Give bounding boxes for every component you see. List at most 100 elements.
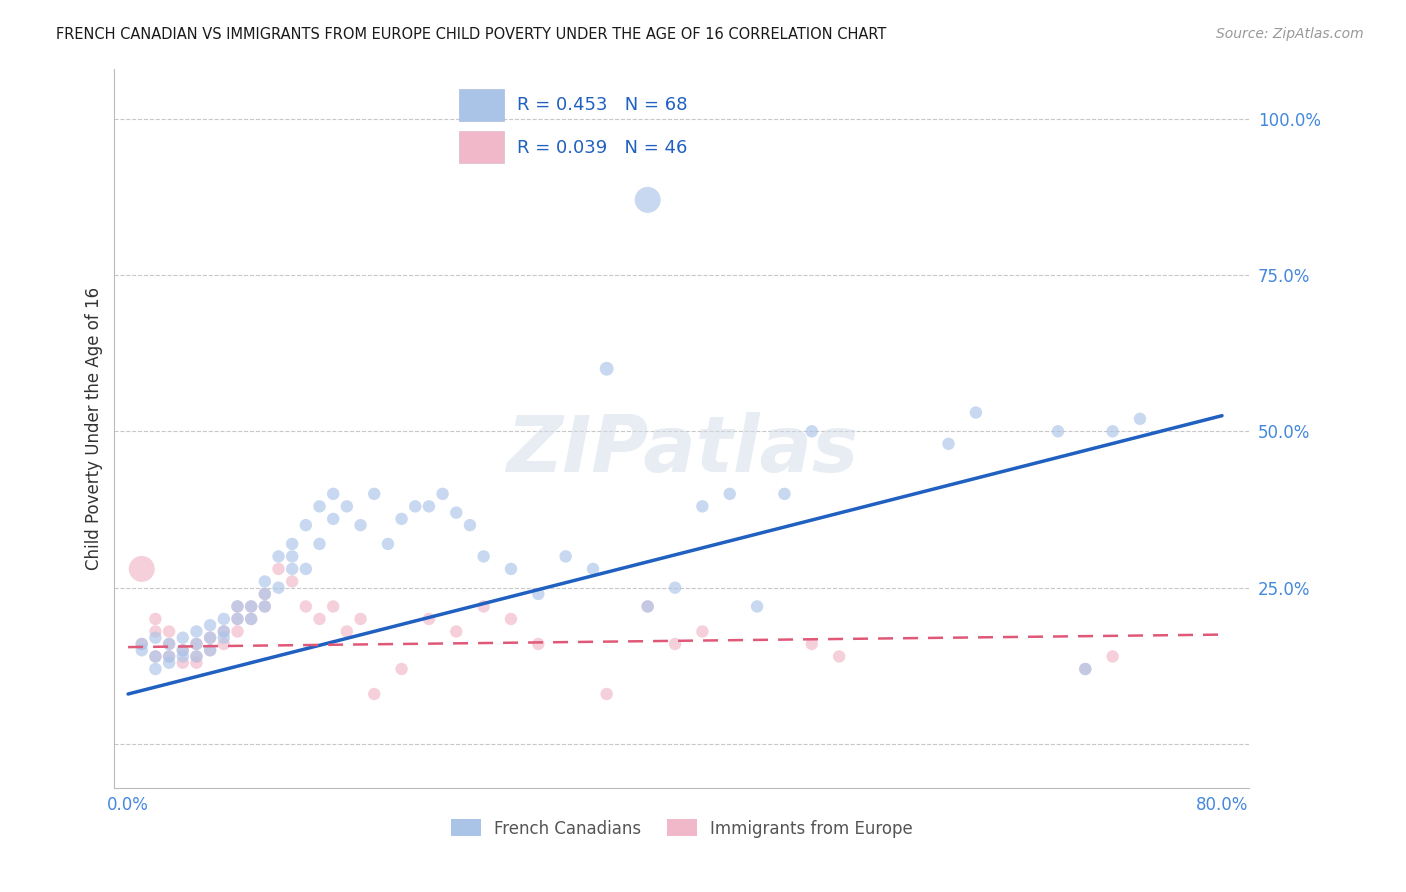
Point xyxy=(363,487,385,501)
Point xyxy=(418,500,440,514)
Point xyxy=(472,549,495,564)
Point xyxy=(363,687,385,701)
Legend: French Canadians, Immigrants from Europe: French Canadians, Immigrants from Europe xyxy=(444,813,920,844)
Point xyxy=(172,631,194,645)
Point xyxy=(336,500,359,514)
Point xyxy=(692,500,714,514)
Point xyxy=(391,662,413,676)
Point xyxy=(198,631,221,645)
Point xyxy=(938,437,960,451)
Point xyxy=(198,643,221,657)
Point xyxy=(267,562,290,576)
Point xyxy=(527,637,550,651)
Point xyxy=(554,549,576,564)
Point xyxy=(145,649,167,664)
Point xyxy=(295,562,318,576)
Point xyxy=(664,637,686,651)
Point xyxy=(198,643,221,657)
Point xyxy=(186,656,208,670)
Point xyxy=(322,487,344,501)
Point xyxy=(595,687,617,701)
Point xyxy=(308,612,330,626)
Point xyxy=(226,612,249,626)
Point xyxy=(322,512,344,526)
Point xyxy=(212,631,235,645)
Point xyxy=(965,405,987,419)
Point xyxy=(186,624,208,639)
Y-axis label: Child Poverty Under the Age of 16: Child Poverty Under the Age of 16 xyxy=(86,286,103,570)
Point xyxy=(253,587,276,601)
Point xyxy=(240,612,263,626)
Point xyxy=(157,656,180,670)
Point xyxy=(172,649,194,664)
Point xyxy=(446,506,468,520)
Point xyxy=(1046,425,1069,439)
Point xyxy=(145,612,167,626)
Point xyxy=(145,624,167,639)
Point xyxy=(267,549,290,564)
Point xyxy=(240,599,263,614)
Point xyxy=(131,637,153,651)
Point xyxy=(157,649,180,664)
Point xyxy=(145,662,167,676)
Point xyxy=(308,537,330,551)
Point xyxy=(637,599,659,614)
Point xyxy=(253,599,276,614)
Point xyxy=(186,637,208,651)
Point xyxy=(145,649,167,664)
Point xyxy=(1074,662,1097,676)
Point xyxy=(226,612,249,626)
Point xyxy=(281,562,304,576)
Point xyxy=(1101,649,1123,664)
Point xyxy=(349,612,371,626)
Point xyxy=(198,631,221,645)
Point xyxy=(446,624,468,639)
Point xyxy=(186,649,208,664)
Point xyxy=(349,518,371,533)
Point xyxy=(226,599,249,614)
Point xyxy=(131,643,153,657)
Point xyxy=(131,562,153,576)
Point xyxy=(499,562,522,576)
Point xyxy=(308,500,330,514)
Text: Source: ZipAtlas.com: Source: ZipAtlas.com xyxy=(1216,27,1364,41)
Point xyxy=(145,631,167,645)
Point xyxy=(212,624,235,639)
Point xyxy=(186,649,208,664)
Point xyxy=(745,599,768,614)
Point xyxy=(281,549,304,564)
Point xyxy=(157,637,180,651)
Point xyxy=(773,487,796,501)
Point xyxy=(582,562,605,576)
Point xyxy=(157,637,180,651)
Point xyxy=(1074,662,1097,676)
Point xyxy=(295,599,318,614)
Point xyxy=(172,656,194,670)
Point xyxy=(240,599,263,614)
Point xyxy=(1129,412,1152,426)
Text: FRENCH CANADIAN VS IMMIGRANTS FROM EUROPE CHILD POVERTY UNDER THE AGE OF 16 CORR: FRENCH CANADIAN VS IMMIGRANTS FROM EUROP… xyxy=(56,27,887,42)
Point xyxy=(267,581,290,595)
Point xyxy=(418,612,440,626)
Point xyxy=(253,599,276,614)
Point xyxy=(800,637,823,651)
Point xyxy=(527,587,550,601)
Point xyxy=(131,637,153,651)
Point xyxy=(212,637,235,651)
Point xyxy=(240,612,263,626)
Point xyxy=(212,624,235,639)
Point xyxy=(172,643,194,657)
Point xyxy=(404,500,426,514)
Point xyxy=(157,649,180,664)
Point xyxy=(828,649,851,664)
Point xyxy=(295,518,318,533)
Point xyxy=(800,425,823,439)
Point xyxy=(1101,425,1123,439)
Point xyxy=(637,193,659,207)
Point xyxy=(281,574,304,589)
Point xyxy=(718,487,741,501)
Point xyxy=(637,599,659,614)
Point xyxy=(336,624,359,639)
Point xyxy=(432,487,454,501)
Point xyxy=(458,518,481,533)
